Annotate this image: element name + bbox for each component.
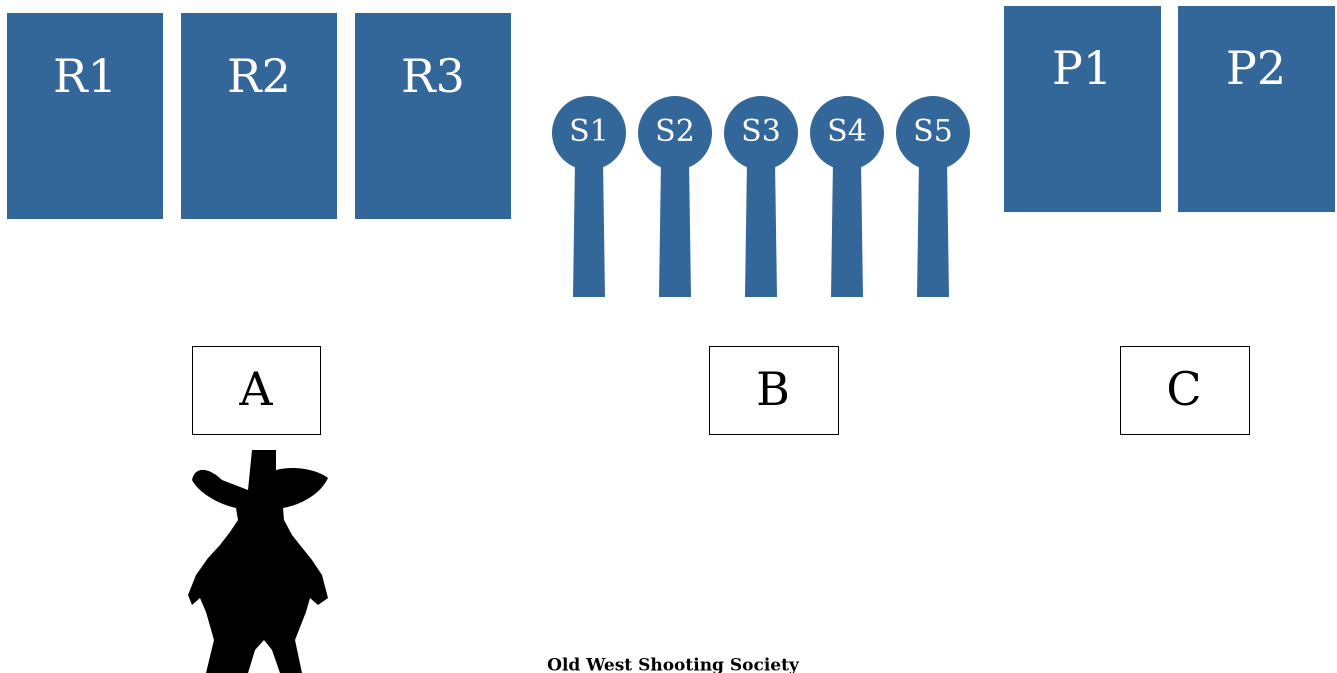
target-label: S5 [913, 114, 953, 149]
target-label: R2 [227, 49, 291, 103]
target-label: R3 [401, 49, 465, 103]
cowboy-silhouette [188, 450, 328, 673]
shotgun-target: S4 [810, 96, 884, 297]
target-label: S4 [827, 114, 867, 149]
target-label: S1 [569, 114, 609, 149]
target-label: S2 [655, 114, 695, 149]
pistol-targets: P1 P2 [1004, 6, 1335, 212]
pistol-target [1178, 6, 1335, 212]
footer-text: Old West Shooting Society [547, 656, 800, 673]
target-label: P2 [1226, 41, 1286, 95]
position-label: B [756, 362, 790, 416]
rifle-targets: R1 R2 R3 [7, 13, 511, 219]
shotgun-targets: S1 S2 S3 S4 S5 [552, 96, 970, 297]
shotgun-target: S3 [724, 96, 798, 297]
shotgun-target: S5 [896, 96, 970, 297]
position-label: C [1166, 362, 1201, 416]
stage-diagram: R1 R2 R3 S1 S2 S3 S4 S5 P1 P2 [0, 0, 1337, 673]
target-label: S3 [741, 114, 781, 149]
target-label: P1 [1052, 41, 1112, 95]
rifle-target [355, 13, 511, 219]
rifle-target [181, 13, 337, 219]
rifle-target [7, 13, 163, 219]
shotgun-target: S2 [638, 96, 712, 297]
target-label: R1 [53, 49, 117, 103]
shotgun-target: S1 [552, 96, 626, 297]
pistol-target [1004, 6, 1161, 212]
shooting-positions: A B C [193, 347, 1250, 435]
position-label: A [238, 362, 273, 416]
